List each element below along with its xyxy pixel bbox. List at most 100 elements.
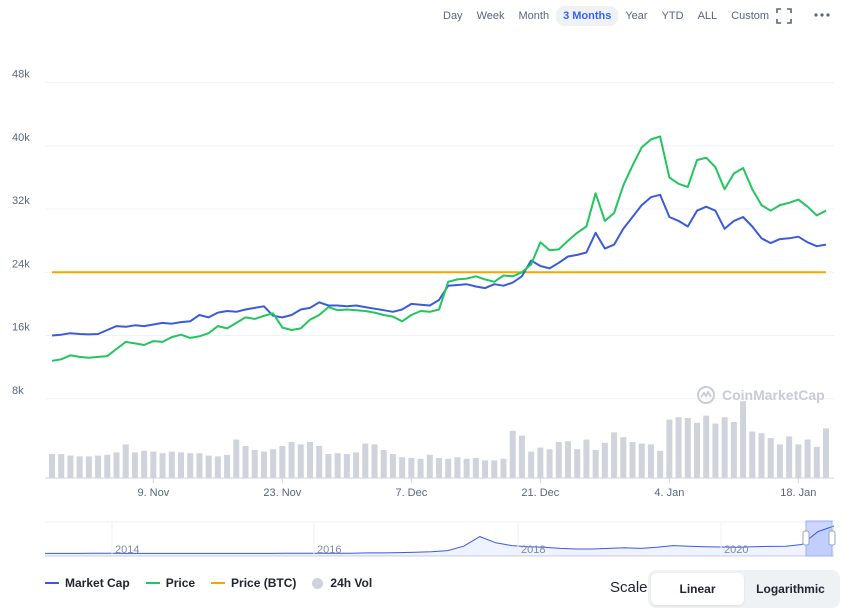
volume-bar (233, 439, 240, 478)
range-3-months-button[interactable]: 3 Months (556, 6, 619, 26)
volume-bar (362, 443, 369, 478)
volume-bar (67, 455, 74, 478)
volume-bar (758, 433, 765, 478)
market-cap-swatch (45, 582, 59, 584)
navigator-year-label: 2016 (317, 544, 341, 556)
range-month-button[interactable]: Month (518, 10, 550, 22)
volume-bar (279, 446, 286, 478)
volume-bar (307, 442, 313, 478)
x-tick-label: 21. Dec (521, 487, 559, 499)
x-axis: 9. Nov 23. Nov 7. Dec 21. Dec 4. Jan 18. Jan (137, 478, 816, 499)
y-tick-label: 40k (12, 132, 30, 144)
range-week-button[interactable]: Week (476, 10, 505, 22)
volume-bar (270, 449, 277, 478)
volume-bar (260, 451, 267, 478)
range-year-button[interactable]: Year (625, 10, 648, 22)
series-lines (51, 135, 827, 362)
range-all-button[interactable]: ALL (697, 10, 718, 22)
volume-bar (49, 454, 55, 478)
volume-bar (251, 450, 258, 478)
market-cap-line (51, 193, 827, 337)
y-tick-label: 24k (12, 258, 30, 270)
navigator-left-handle[interactable] (802, 530, 810, 546)
price-swatch (145, 582, 160, 584)
scale-label: Scale: (610, 579, 652, 596)
volume-bar (804, 439, 811, 478)
volume-bar (684, 418, 691, 478)
volume-bar (297, 444, 304, 478)
legend-market-cap[interactable]: Market Cap (45, 576, 130, 590)
volume-bar (583, 439, 590, 478)
range-day-button[interactable]: Day (443, 10, 463, 22)
price-line (51, 135, 827, 362)
navigator-year-label: 2018 (521, 544, 545, 556)
volume-bar (334, 453, 341, 478)
navigator-selection[interactable] (805, 520, 833, 557)
volume-bar (214, 456, 221, 478)
linear-scale-button[interactable]: Linear (651, 573, 744, 605)
navigator[interactable]: 2014 2016 2018 2020 (45, 520, 836, 557)
volume-bar (592, 450, 599, 478)
volume-bar (647, 444, 654, 478)
logarithmic-scale-button[interactable]: Logarithmic (756, 582, 825, 596)
fullscreen-icon[interactable] (776, 8, 792, 24)
legend-price[interactable]: Price (145, 576, 195, 590)
volume-bar (721, 417, 728, 478)
volume-bar (417, 458, 424, 478)
volume-bar (500, 458, 507, 478)
x-tick-label: 7. Dec (395, 487, 427, 499)
volume-bar (168, 451, 175, 478)
volume-bar (565, 441, 571, 478)
volume-bar (482, 460, 489, 478)
volume-bar (730, 422, 737, 478)
volume-bar (85, 456, 92, 478)
grid-lines (45, 82, 834, 479)
volume-bar (657, 450, 664, 478)
volume-bar (823, 428, 829, 478)
volume-bar (813, 446, 820, 478)
volume-bar (325, 454, 332, 478)
volume-bar (776, 444, 783, 478)
legend-price-btc[interactable]: Price (BTC) (211, 576, 296, 590)
volume-bar (601, 442, 608, 478)
volume-bars (49, 401, 829, 478)
volume-bar (555, 442, 562, 478)
watermark-text: CoinMarketCap (722, 387, 825, 403)
legend-vol-label: 24h Vol (330, 576, 373, 590)
more-options-icon[interactable] (814, 10, 830, 20)
volume-bar (150, 451, 157, 478)
x-tick-label: 18. Jan (780, 487, 816, 499)
range-ytd-button[interactable]: YTD (661, 10, 684, 22)
volume-bar (205, 455, 212, 478)
y-tick-label: 48k (12, 69, 30, 81)
volume-bar (463, 458, 470, 478)
chart-legend: Market Cap Price Price (BTC) 24h Vol (45, 576, 388, 590)
legend-24h-vol[interactable]: 24h Vol (312, 576, 372, 590)
range-custom-button[interactable]: Custom (731, 10, 770, 22)
navigator-line (45, 525, 835, 554)
volume-bar (537, 447, 544, 478)
volume-bar (518, 435, 525, 478)
volume-bar (436, 458, 442, 478)
volume-bar (408, 458, 415, 478)
watermark: CoinMarketCap (696, 385, 825, 405)
volume-bar (472, 458, 479, 478)
coinmarketcap-logo-icon (697, 386, 715, 404)
volume-bar (749, 431, 756, 478)
price-btc-swatch (211, 582, 226, 584)
volume-bar (131, 452, 138, 478)
volume-bar (399, 457, 406, 478)
volume-bar (95, 455, 102, 478)
volume-bar (113, 452, 120, 478)
volume-bar (353, 452, 360, 478)
legend-market-cap-label: Market Cap (65, 576, 130, 590)
volume-bar (712, 423, 719, 478)
navigator-right-handle[interactable] (828, 530, 836, 546)
x-tick-label: 23. Nov (263, 487, 301, 499)
scale-toggle: Linear Logarithmic (648, 570, 840, 608)
volume-bar (574, 449, 581, 478)
volume-bar (178, 452, 184, 478)
volume-bar (122, 444, 129, 478)
volume-bar (740, 401, 747, 478)
y-tick-label: 32k (12, 195, 30, 207)
